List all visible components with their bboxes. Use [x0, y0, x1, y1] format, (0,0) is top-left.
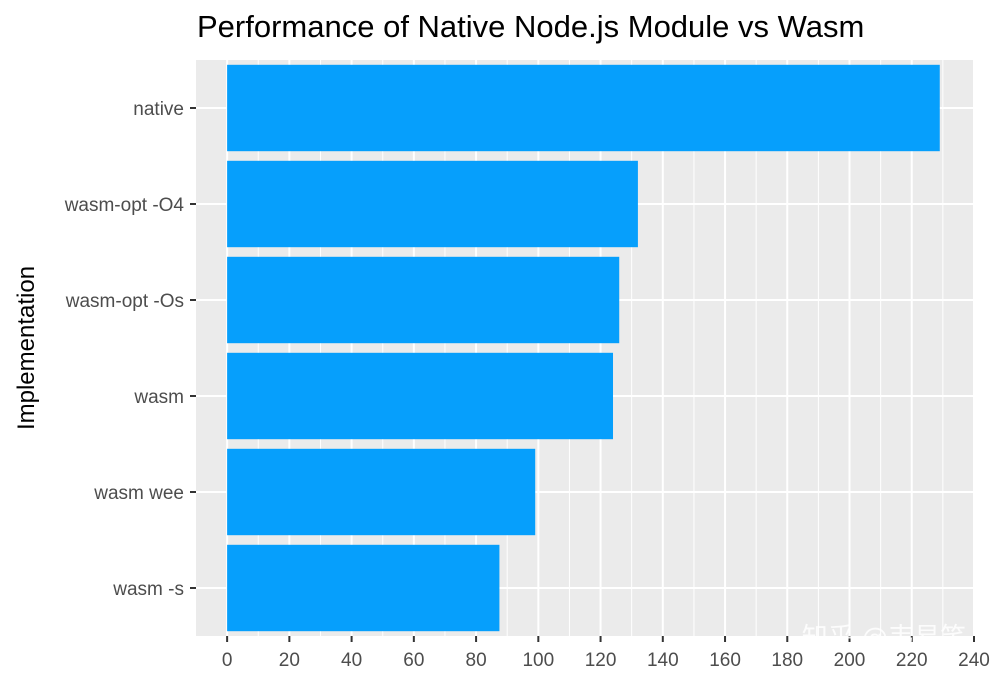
x-tick-label: 180 [771, 650, 803, 671]
bar-wasm [227, 352, 614, 440]
x-tick-label: 200 [834, 650, 866, 671]
x-tick-label: 160 [709, 650, 741, 671]
y-tick-label: wasm [133, 387, 184, 408]
x-axis: 0 20 40 60 80 100 120 140 160 180 200 220 240 [222, 636, 990, 671]
x-tick-label: 80 [466, 650, 487, 671]
bar-wasm-s [227, 544, 500, 632]
x-tick-label: 220 [896, 650, 928, 671]
y-tick-label: wasm-opt -Os [65, 291, 184, 312]
x-tick-label: 20 [279, 650, 300, 671]
bar-wasm-opt-os [227, 256, 620, 344]
y-tick-label: wasm wee [93, 483, 184, 504]
x-tick-label: 120 [585, 650, 617, 671]
x-tick-label: 60 [403, 650, 424, 671]
watermark: 知乎 @韦易笑 [802, 623, 966, 653]
y-tick-label: wasm-opt -O4 [64, 195, 185, 216]
y-tick-label: wasm -s [112, 579, 184, 600]
bar-wasm-opt-o4 [227, 160, 638, 248]
bars-layer [227, 64, 940, 632]
bar-wasm-wee [227, 448, 536, 536]
x-tick-label: 140 [647, 650, 679, 671]
x-tick-label: 0 [222, 650, 233, 671]
bar-native [227, 64, 940, 152]
plot-panel [196, 60, 974, 636]
x-tick-label: 40 [341, 650, 362, 671]
y-tick-label: native [133, 99, 184, 120]
chart-title: Performance of Native Node.js Module vs … [197, 9, 864, 44]
y-axis-title: Implementation [13, 266, 40, 430]
y-axis: native wasm-opt -O4 wasm-opt -Os wasm wasm w… [64, 99, 196, 600]
x-tick-label: 100 [522, 650, 554, 671]
x-tick-label: 240 [958, 650, 990, 671]
